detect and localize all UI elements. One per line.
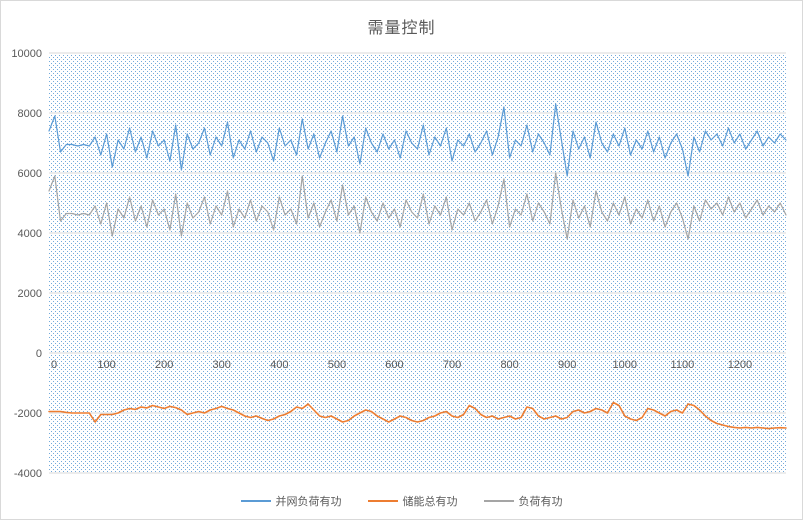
- series-line-2: [48, 172, 787, 240]
- chart-title: 需量控制: [367, 20, 436, 37]
- x-tick-label: 1100: [671, 359, 695, 371]
- plot-background-pattern: [49, 53, 786, 473]
- y-tick-label: -2000: [14, 408, 42, 420]
- y-axis-labels: 10000 8000 6000 4000 2000 0 -2000 -4000: [11, 48, 42, 480]
- legend-line-swatch-blue: [240, 500, 271, 502]
- legend-item-grid-load: 并网负荷有功: [240, 493, 342, 509]
- x-tick-label: 0: [51, 359, 57, 371]
- x-tick-label: 1000: [613, 359, 637, 371]
- legend-label: 储能总有功: [402, 496, 458, 508]
- y-tick-label: 2000: [18, 288, 42, 300]
- y-tick-label: 10000: [11, 48, 42, 60]
- y-tick-label: 0: [36, 348, 42, 360]
- x-tick-label: 300: [213, 359, 231, 371]
- legend-item-storage-power: 储能总有功: [367, 493, 458, 509]
- x-tick-label: 100: [97, 359, 115, 371]
- x-tick-label: 800: [500, 359, 518, 371]
- series-line-0: [48, 103, 787, 177]
- series-line-1: [48, 401, 787, 430]
- legend-line-swatch-gray: [483, 500, 514, 502]
- x-tick-label: 900: [558, 359, 576, 371]
- x-tick-label: 1200: [728, 359, 752, 371]
- chart-legend: 并网负荷有功 储能总有功 负荷有功: [1, 493, 802, 509]
- x-tick-label: 700: [443, 359, 461, 371]
- x-axis-labels: 0 100 200 300 400 500 600 700 800 900 1000 1100 1200: [51, 359, 752, 371]
- x-tick-label: 200: [155, 359, 173, 371]
- y-tick-label: 4000: [18, 228, 42, 240]
- legend-line-swatch-orange: [367, 500, 398, 502]
- gridlines: [49, 52, 786, 474]
- y-tick-label: -4000: [14, 468, 42, 480]
- x-tick-label: 400: [270, 359, 288, 371]
- y-tick-label: 8000: [18, 108, 42, 120]
- legend-item-load-power: 负荷有功: [483, 493, 563, 509]
- legend-label: 负荷有功: [518, 496, 563, 508]
- legend-label: 并网负荷有功: [275, 496, 342, 508]
- x-tick-label: 600: [385, 359, 403, 371]
- y-tick-label: 6000: [18, 168, 42, 180]
- x-tick-label: 500: [328, 359, 346, 371]
